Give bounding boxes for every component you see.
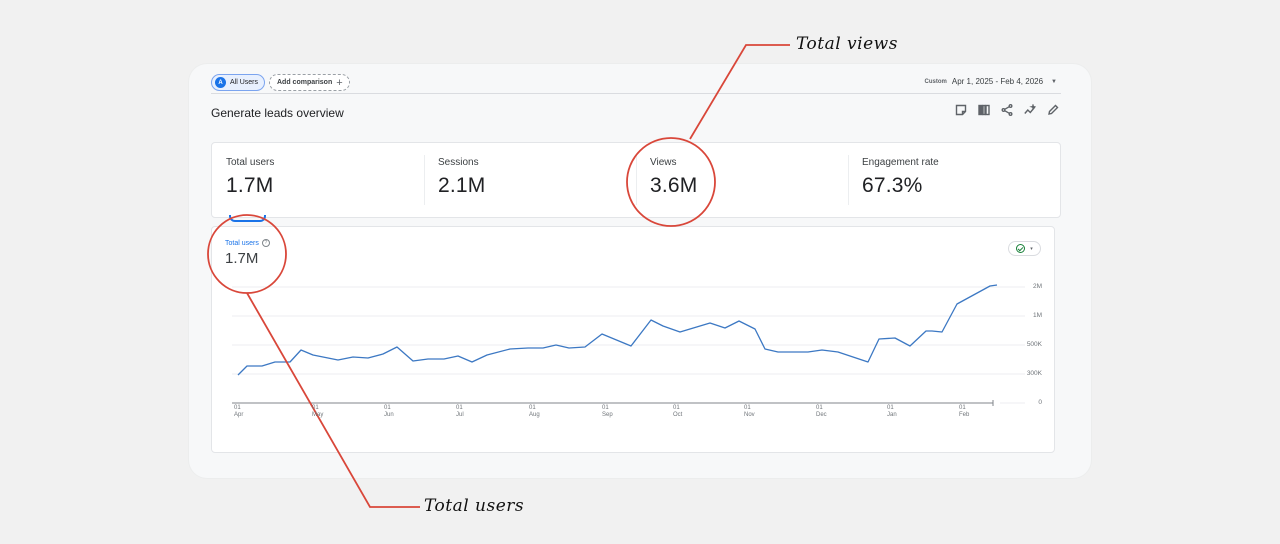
y-tick-label: 0 xyxy=(1038,399,1042,406)
x-tick-label: 01 Nov xyxy=(744,405,755,418)
report-toolbar xyxy=(954,103,1060,117)
annotation-total-users: Total users xyxy=(424,496,525,516)
kpi-sessions[interactable]: Sessions 2.1M xyxy=(424,143,636,217)
help-icon[interactable]: ? xyxy=(261,239,270,247)
kpi-engagement-rate[interactable]: Engagement rate 67.3% xyxy=(848,143,1060,217)
y-tick-label: 300K xyxy=(1026,370,1042,377)
kpi-label: Views xyxy=(650,157,677,168)
edit-pencil-icon xyxy=(1048,104,1059,115)
x-tick-label: 01 Oct xyxy=(673,405,683,418)
kpi-label: Total users xyxy=(226,157,275,168)
segment-chip-label: All Users xyxy=(230,79,259,86)
y-tick-label: 2M xyxy=(1032,283,1042,290)
segment-chip-all-users[interactable]: A All Users xyxy=(211,74,266,91)
chart-card xyxy=(211,226,1055,453)
compare-button[interactable] xyxy=(977,103,991,117)
kpi-views[interactable]: Views 3.6M xyxy=(636,143,848,217)
x-tick-label: 01 Dec xyxy=(816,405,827,418)
segment-avatar-icon: A xyxy=(215,77,226,88)
x-tick-label: 01 Sep xyxy=(602,405,613,418)
page-title: Generate leads overview xyxy=(211,106,344,120)
annotation-lines xyxy=(207,44,790,508)
kpi-label: Engagement rate xyxy=(862,157,939,168)
views-callout-line xyxy=(689,44,790,140)
share-icon xyxy=(1001,104,1013,116)
date-range-value: Apr 1, 2025 - Feb 4, 2026 xyxy=(951,77,1044,86)
plus-icon: + xyxy=(336,76,343,89)
kpi-total-users[interactable]: Total users 1.7M xyxy=(212,143,424,217)
share-button[interactable] xyxy=(1000,103,1014,117)
note-icon xyxy=(955,104,967,116)
annotate-button[interactable] xyxy=(954,103,968,117)
kpi-value: 1.7M xyxy=(226,174,274,197)
chart-metric-label: Total users xyxy=(225,239,259,247)
add-comparison-button[interactable]: Add comparison + xyxy=(269,74,350,91)
insights-icon xyxy=(1024,104,1036,114)
gridlines xyxy=(232,286,1025,375)
x-tick-label: 01 Aug xyxy=(529,405,540,418)
chart-metric-value: 1.7M xyxy=(225,250,259,267)
date-range-prefix: Custom xyxy=(924,78,947,85)
kpi-value: 2.1M xyxy=(438,174,486,197)
filter-bar: A All Users Add comparison + Custom Apr … xyxy=(211,74,1061,94)
add-comparison-label: Add comparison xyxy=(277,79,333,86)
caret-down-icon: ▼ xyxy=(1051,78,1057,85)
insights-button[interactable] xyxy=(1023,103,1037,117)
kpi-value: 3.6M xyxy=(650,174,698,197)
x-tick-label: 01 Jul xyxy=(456,405,464,418)
date-range-picker[interactable]: Custom Apr 1, 2025 - Feb 4, 2026 ▼ xyxy=(925,77,1057,86)
total-users-series-line xyxy=(237,284,998,376)
y-tick-label: 500K xyxy=(1026,341,1042,348)
users-highlight-circle xyxy=(207,214,287,294)
data-quality-dropdown[interactable]: ▾ xyxy=(1008,241,1041,256)
x-tick-label: 01 Jan xyxy=(887,405,897,418)
x-tick-label: 01 Jun xyxy=(384,405,394,418)
x-tick-label: 01 May xyxy=(312,405,324,418)
chart-metric-tab[interactable]: Total users ? xyxy=(225,239,270,247)
users-callout-line xyxy=(246,292,420,508)
annotation-total-views: Total views xyxy=(796,34,898,54)
check-circle-icon xyxy=(1016,244,1026,253)
x-tick-label: 01 Feb xyxy=(959,405,970,418)
views-highlight-circle xyxy=(626,137,716,227)
x-tick-label: 01 Apr xyxy=(234,405,244,418)
caret-down-icon: ▾ xyxy=(1030,245,1033,252)
kpi-label: Sessions xyxy=(438,157,479,168)
edit-button[interactable] xyxy=(1046,103,1060,117)
y-tick-label: 1M xyxy=(1032,312,1042,319)
kpi-value: 67.3% xyxy=(862,174,923,197)
compare-columns-icon xyxy=(978,104,990,116)
